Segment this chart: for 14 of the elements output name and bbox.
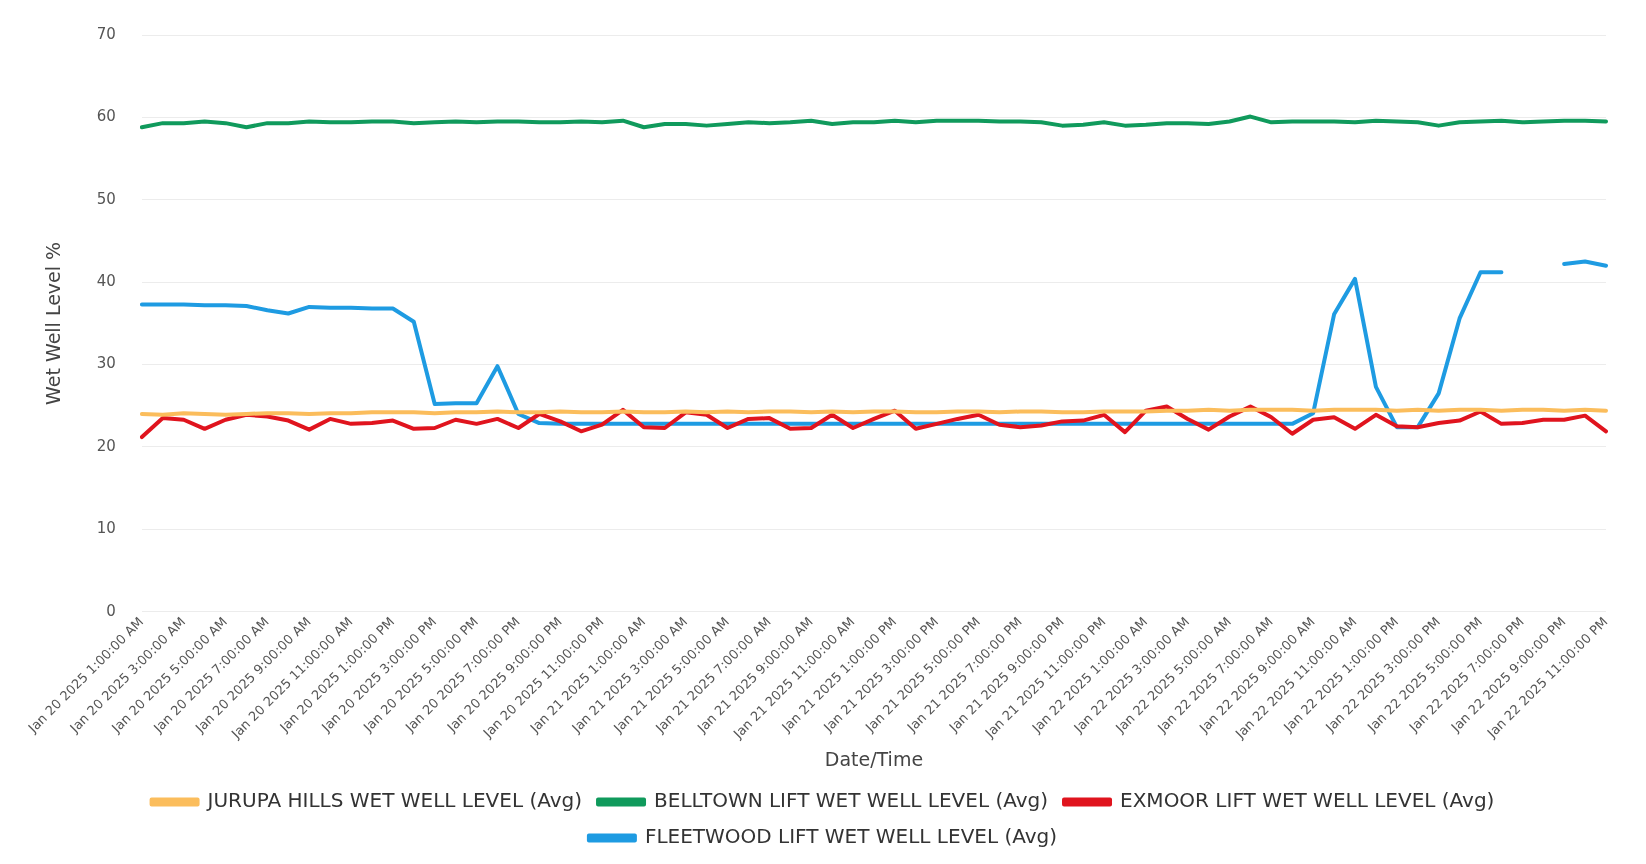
y-tick-label: 10 xyxy=(96,519,116,538)
y-tick-label: 40 xyxy=(96,272,116,291)
legend-label: JURUPA HILLS WET WELL LEVEL (Avg) xyxy=(205,788,583,813)
y-axis-title: Wet Well Level % xyxy=(42,241,65,405)
x-axis-title: Date/Time xyxy=(824,747,924,770)
y-tick-label: 30 xyxy=(96,354,116,373)
legend-label: FLEETWOOD LIFT WET WELL LEVEL (Avg) xyxy=(644,824,1058,849)
legend-label: EXMOOR LIFT WET WELL LEVEL (Avg) xyxy=(1120,788,1495,813)
y-tick-label: 70 xyxy=(96,24,116,43)
legend-label: BELLTOWN LIFT WET WELL LEVEL (Avg) xyxy=(654,788,1049,813)
y-tick-label: 60 xyxy=(96,107,116,126)
y-tick-label: 50 xyxy=(96,189,116,208)
y-tick-label: 20 xyxy=(96,436,116,455)
y-tick-label: 0 xyxy=(106,601,116,620)
